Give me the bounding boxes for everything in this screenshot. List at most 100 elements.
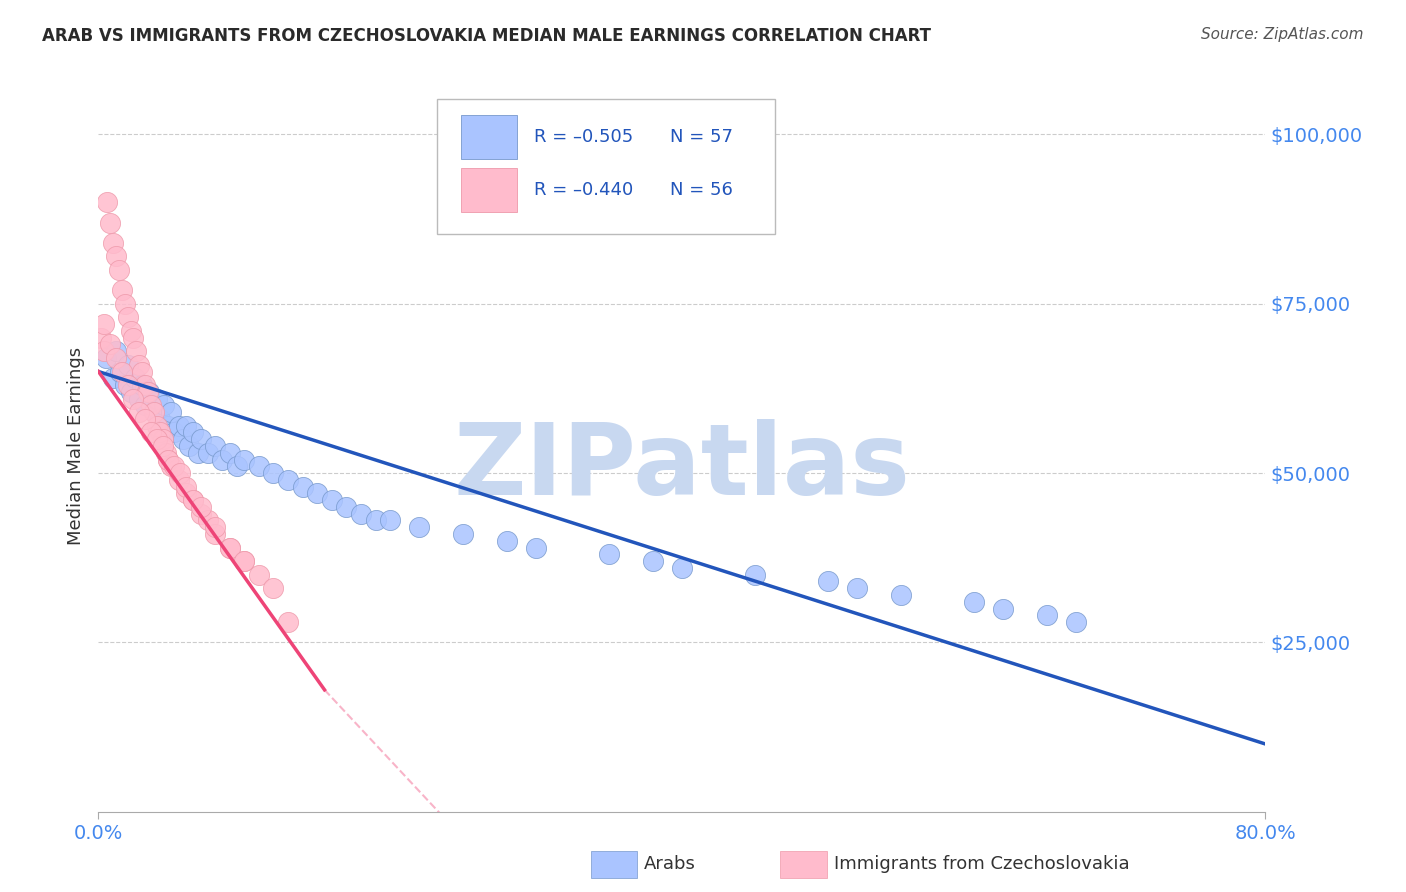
Point — [98, 215, 121, 229]
Point — [890, 588, 912, 602]
Point — [94, 351, 117, 365]
Point — [181, 493, 204, 508]
Point — [142, 405, 165, 419]
Point — [101, 371, 124, 385]
Point — [120, 384, 142, 399]
Point — [157, 452, 180, 467]
Point — [211, 452, 233, 467]
Point — [111, 283, 134, 297]
Point — [160, 405, 183, 419]
Point — [187, 446, 209, 460]
Point — [111, 364, 134, 378]
Point — [817, 574, 839, 589]
Point — [167, 418, 190, 433]
Point — [125, 344, 148, 359]
Point — [321, 493, 343, 508]
Point — [104, 351, 127, 365]
Point — [177, 439, 200, 453]
Point — [157, 418, 180, 433]
Point — [169, 466, 191, 480]
Point — [117, 310, 139, 325]
Point — [524, 541, 547, 555]
Point — [131, 378, 153, 392]
Point — [1035, 608, 1057, 623]
Point — [204, 520, 226, 534]
Point — [744, 567, 766, 582]
Point — [495, 533, 517, 548]
Point — [152, 439, 174, 453]
Point — [291, 480, 314, 494]
Point — [262, 466, 284, 480]
Point — [128, 405, 150, 419]
Point — [335, 500, 357, 514]
Point — [163, 459, 186, 474]
Point — [174, 486, 197, 500]
Point — [845, 581, 868, 595]
Point — [93, 344, 115, 359]
Point — [247, 567, 270, 582]
Point — [598, 547, 620, 561]
Point — [991, 601, 1014, 615]
Point — [131, 364, 153, 378]
Point — [190, 507, 212, 521]
Point — [104, 249, 127, 263]
Point — [181, 493, 204, 508]
Point — [233, 452, 256, 467]
Text: R = –0.505: R = –0.505 — [534, 128, 633, 145]
Point — [114, 378, 136, 392]
FancyBboxPatch shape — [437, 99, 775, 234]
Point — [962, 595, 984, 609]
Point — [98, 337, 121, 351]
Point — [181, 425, 204, 440]
Point — [197, 514, 219, 528]
Point — [218, 541, 240, 555]
Point — [108, 263, 131, 277]
Text: N = 57: N = 57 — [671, 128, 734, 145]
Point — [190, 500, 212, 514]
Point — [122, 392, 145, 406]
Point — [134, 398, 156, 412]
Point — [204, 439, 226, 453]
Point — [190, 432, 212, 446]
Point — [134, 412, 156, 426]
Point — [139, 425, 162, 440]
Point — [138, 384, 160, 399]
Point — [226, 459, 249, 474]
Text: N = 56: N = 56 — [671, 181, 733, 199]
Text: ZIPatlas: ZIPatlas — [454, 419, 910, 516]
Point — [451, 527, 474, 541]
Text: ARAB VS IMMIGRANTS FROM CZECHOSLOVAKIA MEDIAN MALE EARNINGS CORRELATION CHART: ARAB VS IMMIGRANTS FROM CZECHOSLOVAKIA M… — [42, 27, 931, 45]
Point — [641, 554, 664, 568]
Point — [114, 297, 136, 311]
Point — [149, 412, 172, 426]
Point — [197, 446, 219, 460]
Point — [93, 317, 115, 331]
Point — [110, 364, 132, 378]
Point — [146, 432, 169, 446]
Point — [247, 459, 270, 474]
Point — [146, 418, 169, 433]
Point — [277, 615, 299, 629]
Point — [218, 446, 240, 460]
Point — [378, 514, 402, 528]
Point — [128, 392, 150, 406]
Point — [101, 235, 124, 250]
Point — [96, 195, 118, 210]
Point — [163, 425, 186, 440]
Point — [149, 425, 172, 440]
Point — [117, 378, 139, 392]
Point — [174, 480, 197, 494]
Point — [155, 446, 177, 460]
Point — [128, 358, 150, 372]
Point — [204, 527, 226, 541]
Point — [157, 452, 180, 467]
Point — [218, 541, 240, 555]
Point — [136, 384, 159, 399]
Point — [408, 520, 430, 534]
Point — [262, 581, 284, 595]
Point — [124, 371, 146, 385]
Point — [1064, 615, 1087, 629]
Point — [142, 405, 165, 419]
Point — [172, 432, 194, 446]
Point — [350, 507, 373, 521]
